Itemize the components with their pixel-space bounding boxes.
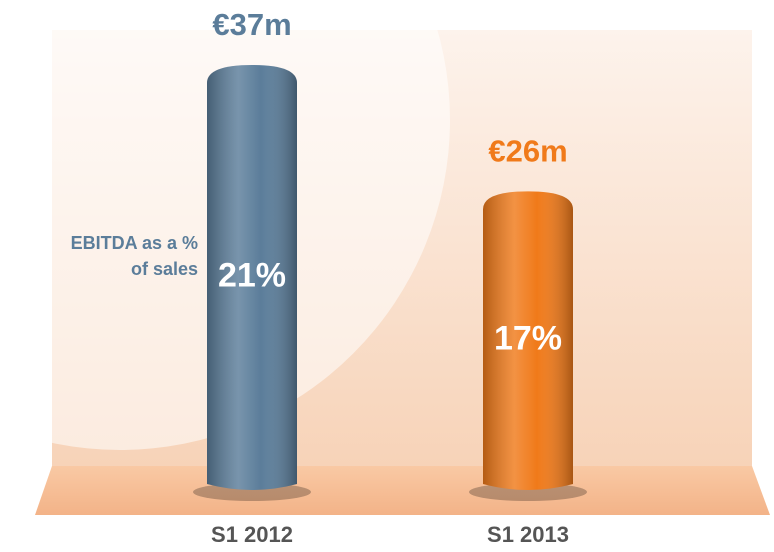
value-label: €26m: [488, 134, 567, 169]
margin-label: 21%: [218, 256, 286, 294]
floor: [35, 466, 770, 515]
x-tick-label: S1 2012: [211, 522, 293, 547]
margin-label: 17%: [494, 320, 562, 358]
value-label: €37m: [212, 7, 291, 42]
bar-shading: [207, 65, 297, 490]
annotation: EBITDA as a % of sales: [70, 233, 198, 279]
x-tick-label: S1 2013: [487, 522, 569, 547]
bar-shading: [483, 191, 573, 490]
bar-shadow: [469, 483, 587, 501]
bar-shadow: [193, 483, 311, 501]
